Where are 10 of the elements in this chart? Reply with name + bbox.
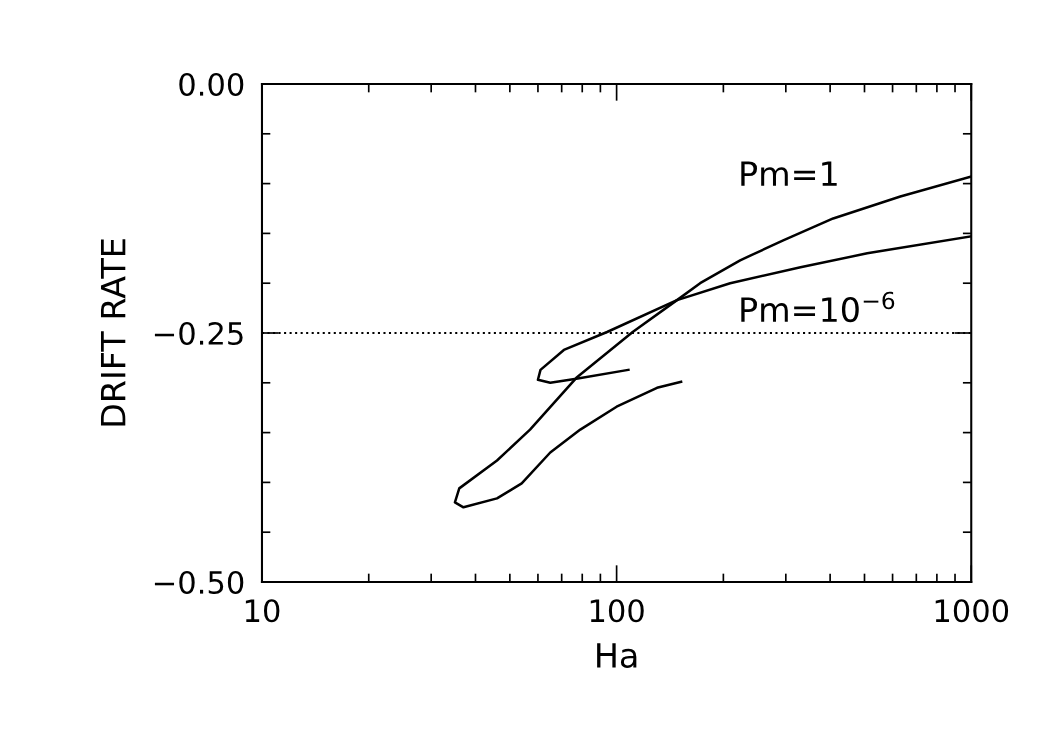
x-axis-title: Ha <box>597 643 637 668</box>
y-tick-label: −0.25 <box>154 321 243 346</box>
series-label: Pm=1 <box>741 161 837 186</box>
y-tick-label: −0.50 <box>154 570 244 595</box>
x-tick-label: 10 <box>245 599 280 623</box>
x-tick-label: 1000 <box>935 599 1009 623</box>
series-label: Pm=10$^{−6}$ <box>741 291 895 323</box>
y-tick-label: 0.00 <box>179 72 244 97</box>
x-tick-label: 100 <box>590 599 644 623</box>
y-axis-title: DRIFT RATE <box>100 239 126 426</box>
